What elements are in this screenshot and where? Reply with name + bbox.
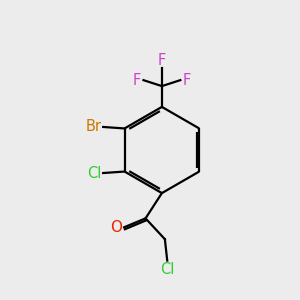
Text: F: F bbox=[183, 73, 191, 88]
Text: F: F bbox=[158, 53, 166, 68]
Text: Br: Br bbox=[86, 119, 102, 134]
Text: F: F bbox=[133, 73, 141, 88]
Text: Cl: Cl bbox=[87, 166, 102, 181]
Text: O: O bbox=[110, 220, 122, 235]
Text: Cl: Cl bbox=[160, 262, 174, 277]
